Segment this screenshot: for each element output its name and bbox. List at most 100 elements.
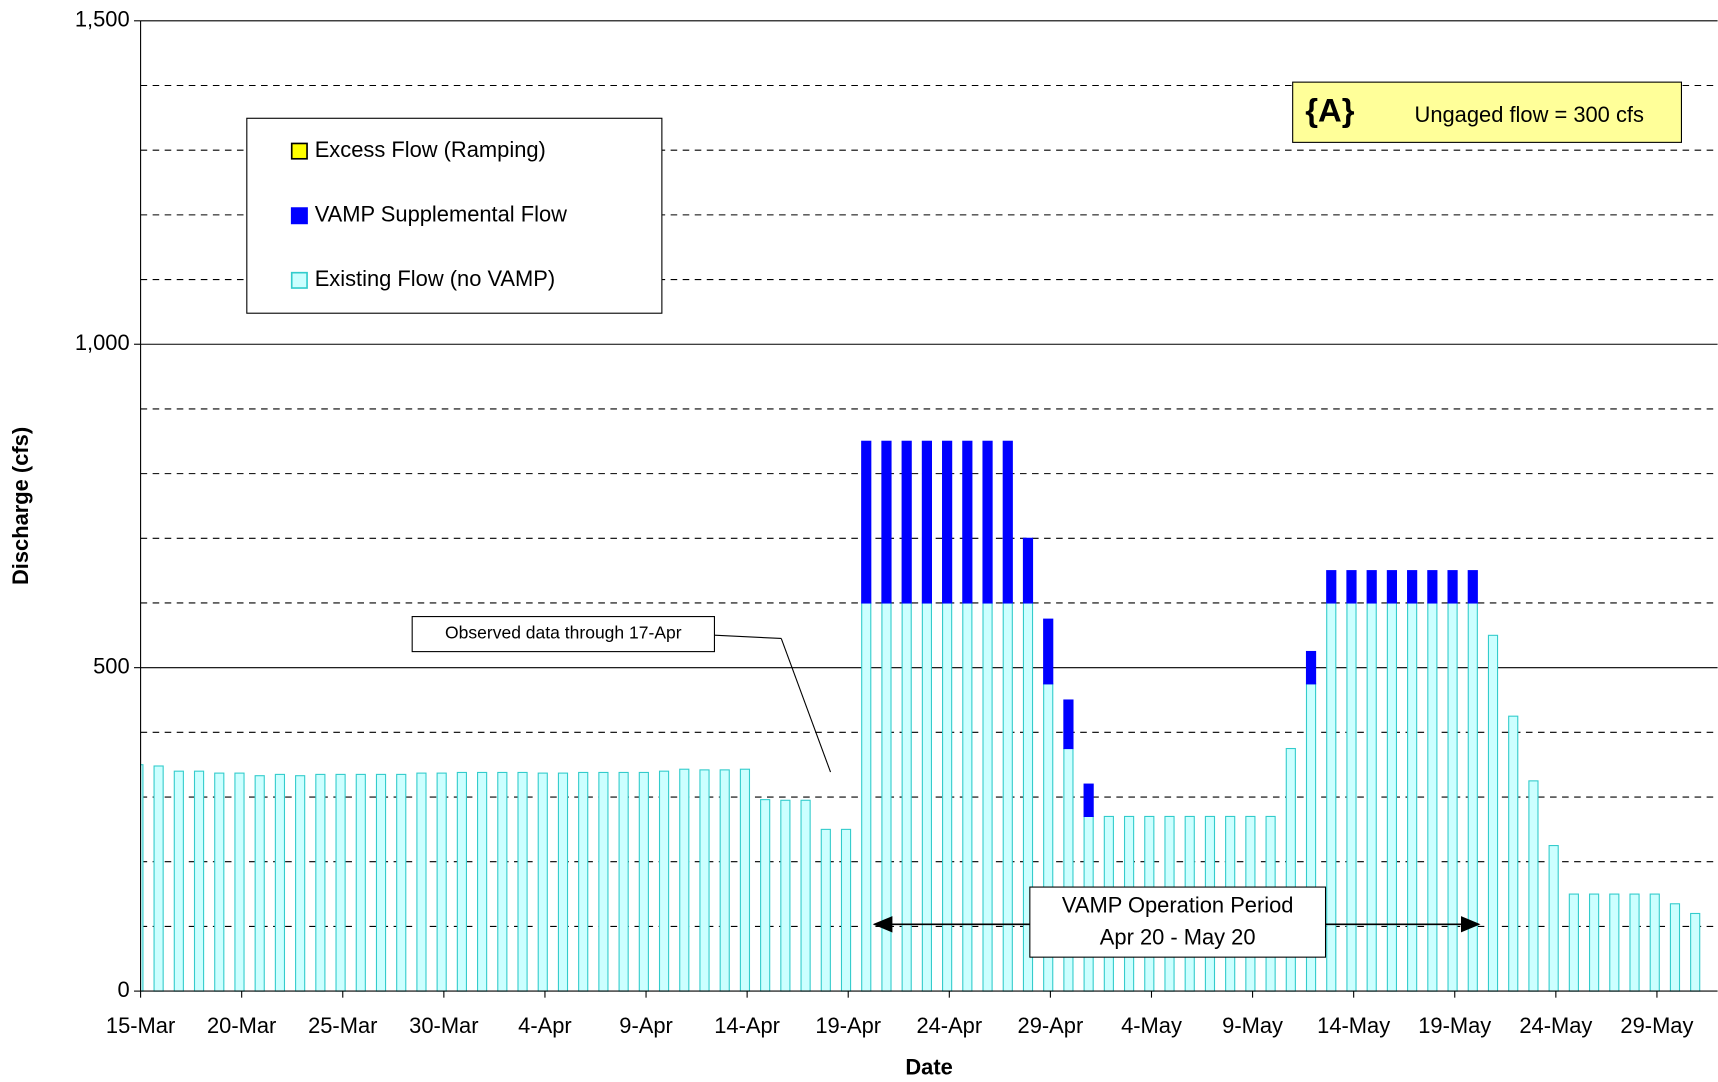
bar-segment: [760, 799, 771, 992]
x-tick-label: 24-Apr: [916, 1013, 982, 1038]
bar-segment: [679, 768, 690, 992]
bar-segment: [274, 773, 286, 992]
bar-segment: [1326, 602, 1337, 992]
bar-segment: [962, 440, 973, 604]
bar-segment: [153, 765, 164, 992]
bar-segment: [1609, 893, 1620, 992]
leader-line: [714, 634, 782, 640]
legend-swatch: [290, 142, 308, 160]
x-tick-label: 19-May: [1418, 1013, 1491, 1038]
bar-segment: [1346, 602, 1357, 992]
legend-swatch: [290, 271, 308, 289]
bar-segment: [517, 771, 528, 992]
annotation-box: [1029, 886, 1327, 958]
bar-segment: [1467, 602, 1478, 992]
y-tick-label: 0: [117, 977, 129, 1002]
bar-segment: [901, 602, 912, 992]
bar-segment: [1427, 570, 1438, 604]
legend-label: Excess Flow (Ramping): [315, 137, 546, 162]
legend-label: Existing Flow (no VAMP): [315, 266, 555, 291]
bar-segment: [1002, 602, 1013, 992]
annotation-tag: {A}: [1305, 91, 1355, 128]
bar-segment: [921, 440, 932, 604]
bar-segment: [861, 440, 872, 604]
bar-segment: [1427, 602, 1438, 992]
x-tick-label: 29-May: [1620, 1013, 1693, 1038]
legend-box: [246, 117, 663, 314]
x-tick-label: 19-Apr: [815, 1013, 881, 1038]
bar-segment: [1588, 893, 1600, 992]
bar-segment: [1548, 845, 1559, 992]
x-tick-label: 15-Mar: [106, 1013, 175, 1038]
bar-segment: [1629, 893, 1640, 992]
bar-segment: [780, 799, 791, 992]
bar-segment: [1447, 602, 1458, 992]
bar-segment: [638, 771, 649, 992]
bar-segment: [982, 602, 993, 992]
annotation-text: Ungaged flow = 300 cfs: [1415, 102, 1644, 127]
bar-segment: [537, 772, 548, 992]
bar-segment: [881, 602, 892, 992]
annotation-box: [411, 616, 715, 653]
bar-segment: [658, 770, 670, 992]
bar-segment: [477, 771, 488, 992]
bar-segment: [355, 773, 366, 992]
bar-segment: [1487, 634, 1499, 992]
bar-segment: [962, 602, 973, 992]
bar-segment: [396, 773, 407, 992]
x-tick-label: 9-Apr: [619, 1013, 673, 1038]
bar-segment: [881, 440, 892, 604]
bar-segment: [840, 828, 852, 992]
bar-segment: [699, 769, 710, 992]
bar-segment: [335, 773, 346, 992]
bar-segment: [1002, 440, 1013, 604]
leader-line: [780, 638, 832, 773]
bar-segment: [1568, 893, 1579, 992]
x-tick-label: 4-Apr: [518, 1013, 572, 1038]
bar-segment: [140, 764, 144, 992]
bar-segment: [1467, 570, 1478, 604]
bar-segment: [982, 440, 993, 604]
bar-segment: [1043, 618, 1054, 685]
bar-segment: [820, 828, 831, 992]
bar-segment: [618, 771, 629, 992]
x-axis-title: Date: [905, 1055, 952, 1080]
y-tick-label: 1,500: [75, 7, 130, 32]
x-tick-label: 29-Apr: [1018, 1013, 1084, 1038]
x-tick-label: 14-Apr: [714, 1013, 780, 1038]
bar-segment: [456, 771, 467, 992]
bar-segment: [315, 773, 326, 992]
bar-segment: [942, 440, 953, 604]
y-tick-label: 1,000: [75, 330, 130, 355]
bar-segment: [254, 775, 265, 992]
bar-segment: [214, 772, 225, 992]
bar-segment: [1063, 699, 1074, 750]
bar-segment: [800, 799, 811, 992]
x-tick-label: 24-May: [1519, 1013, 1592, 1038]
bar-segment: [1649, 893, 1660, 992]
bar-segment: [1366, 570, 1377, 604]
bar-segment: [295, 775, 306, 992]
bar-segment: [1305, 650, 1317, 685]
x-tick-label: 20-Mar: [207, 1013, 276, 1038]
bar-segment: [1326, 570, 1337, 604]
bar-segment: [719, 769, 730, 992]
bar-segment: [1346, 570, 1357, 604]
bar-segment: [1407, 602, 1418, 992]
bar-segment: [578, 771, 589, 992]
bar-segment: [1386, 602, 1398, 992]
bar-segment: [497, 771, 508, 992]
bar-segment: [739, 768, 751, 992]
bar-segment: [416, 772, 427, 992]
annotation-box: [1292, 81, 1682, 143]
bar-segment: [1407, 570, 1418, 604]
bar-segment: [1447, 570, 1458, 604]
annotation-text: VAMP Operation Period: [1062, 893, 1294, 918]
legend-label: VAMP Supplemental Flow: [315, 202, 567, 227]
bar-segment: [436, 772, 447, 992]
bar-segment: [1386, 570, 1398, 604]
bar-segment: [861, 602, 872, 992]
bar-segment: [193, 770, 205, 992]
bar-segment: [1022, 537, 1034, 604]
